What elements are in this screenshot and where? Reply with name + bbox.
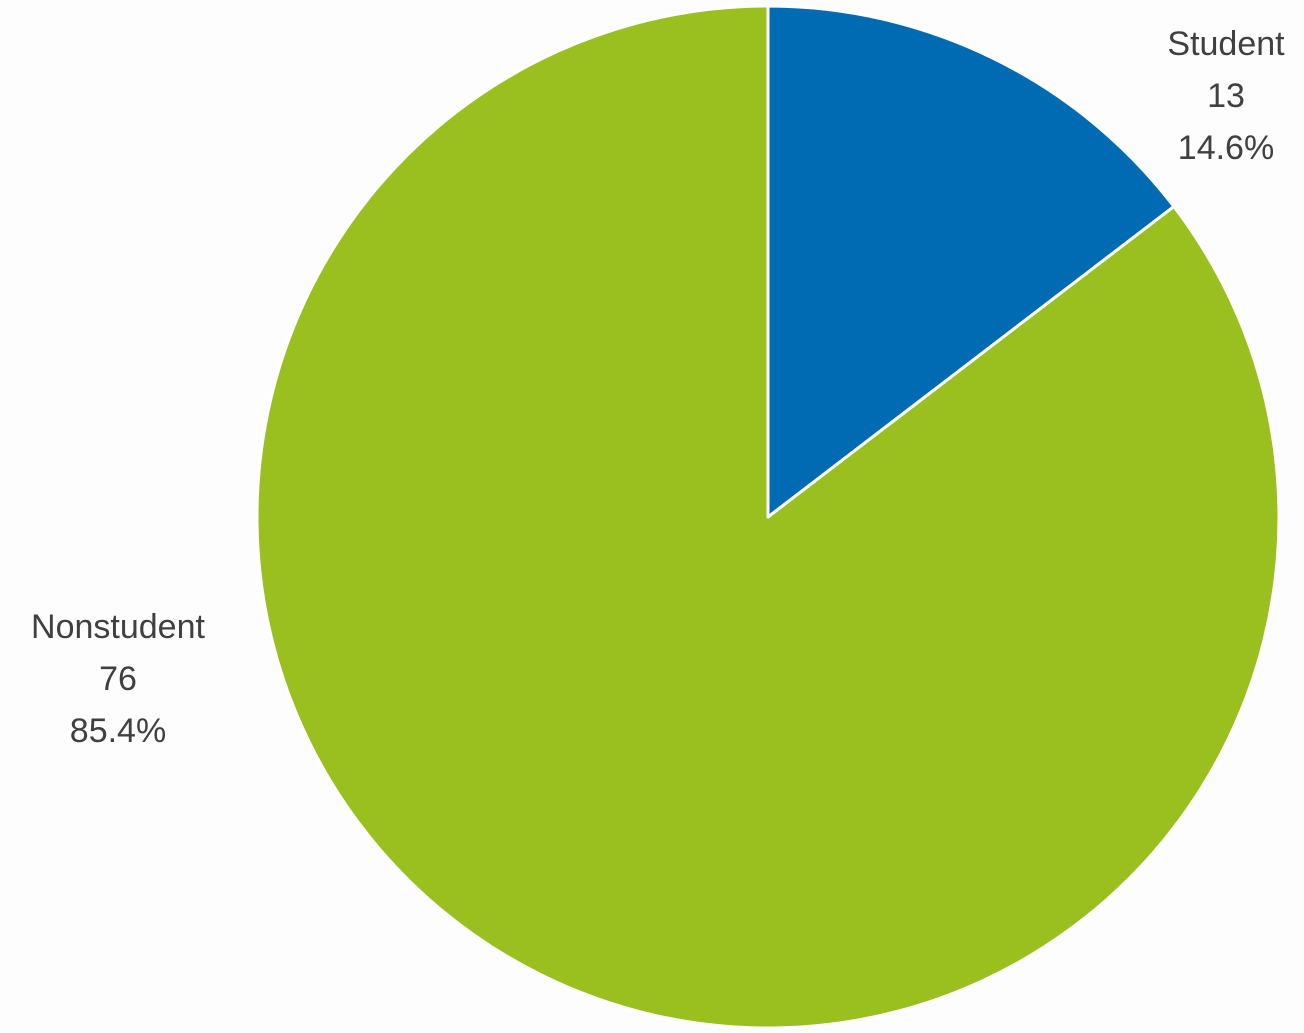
slice-label-name-nonstudent: Nonstudent (31, 608, 205, 646)
pie-slice-nonstudent (255, 4, 1281, 1030)
slice-label-value-student: 13 (1207, 77, 1245, 115)
slice-label-name-student: Student (1167, 25, 1285, 63)
slice-labels: Student 13 14.6% Nonstudent 76 85.4% (31, 25, 1285, 750)
slice-label-percent-student: 14.6% (1178, 129, 1274, 167)
pie-slices (255, 4, 1281, 1030)
slice-label-percent-nonstudent: 85.4% (70, 712, 166, 750)
pie-slice-student (766, 4, 1176, 519)
slice-label-value-nonstudent: 76 (99, 660, 137, 698)
